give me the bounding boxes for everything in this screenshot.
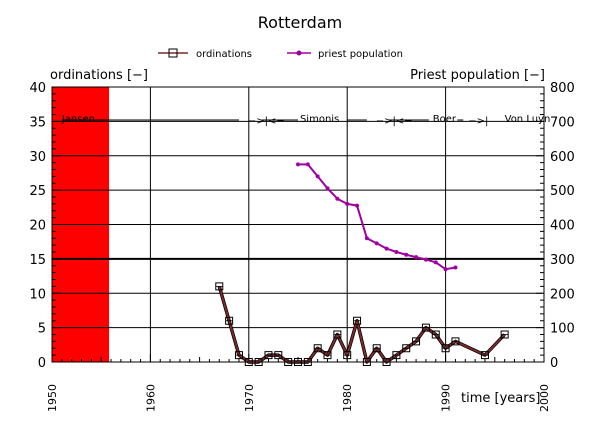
y-left-tick-label: 40 <box>29 81 46 96</box>
x-tick-label: 1970 <box>243 384 256 412</box>
priest-population-point <box>384 246 389 251</box>
y-right-tick-label: 700 <box>550 115 575 130</box>
chart-title: Rotterdam <box>258 13 342 32</box>
priest-population-point <box>414 255 419 260</box>
annotation-label: −>|<− <box>376 116 413 127</box>
legend-ordinations-marker <box>168 48 178 58</box>
y-right-tick-label: 800 <box>550 81 575 96</box>
x-tick-label: 1990 <box>440 384 453 412</box>
priest-population-point <box>423 257 428 262</box>
y-axis-left-label: ordinations [−] <box>50 68 148 83</box>
priest-population-point <box>335 196 340 201</box>
priest-population-point <box>404 252 409 257</box>
y-right-tick-label: 300 <box>550 253 575 268</box>
legend: ordinations priest population <box>158 48 403 60</box>
series-ordinations-line <box>218 286 506 363</box>
priest-population-point <box>364 236 369 241</box>
y-left-tick-label: 15 <box>29 253 46 268</box>
x-axis-label: time [years] <box>461 391 540 406</box>
y-left-tick-label: 35 <box>29 115 46 130</box>
y-left-tick-label: 20 <box>29 219 46 234</box>
x-tick-label: 2000 <box>538 384 551 412</box>
y-right-tick-label: 0 <box>550 356 558 371</box>
y-left-tick-label: 0 <box>38 356 46 371</box>
annotation-label: Von Luyn <box>505 114 551 125</box>
y-right-tick-label: 600 <box>550 150 575 165</box>
x-tick-label: 1960 <box>144 384 157 412</box>
priest-population-point <box>374 241 379 246</box>
y-axis-right-label: Priest population [−] <box>410 68 545 83</box>
y-left-tick-label: 25 <box>29 184 46 199</box>
priest-population-point <box>453 265 458 270</box>
priest-population-point <box>443 267 448 272</box>
priest-population-point <box>345 201 350 206</box>
series-priest-line <box>298 163 456 271</box>
y-left-tick-label: 30 <box>29 150 46 165</box>
x-tick-label: 1950 <box>46 384 59 412</box>
priest-population-point <box>315 174 320 179</box>
y-right-tick-label: 100 <box>550 322 575 337</box>
y-left-tick-label: 5 <box>38 322 46 337</box>
priest-population-point <box>296 162 300 167</box>
legend-priest-label: priest population <box>318 49 403 60</box>
annotation-label: −>|<− <box>248 116 285 127</box>
y-left-tick-label: 10 <box>29 287 46 302</box>
priest-population-point <box>305 162 310 167</box>
legend-ordinations-label: ordinations <box>196 49 252 60</box>
series-ordinations-outline <box>217 285 506 364</box>
annotation-label: Jansen <box>61 114 95 125</box>
priest-population-point <box>355 203 360 208</box>
annotation-label: Boer <box>433 114 457 125</box>
annotation-label: Simonis <box>300 114 339 125</box>
y-right-tick-label: 200 <box>550 287 575 302</box>
annotation-label: −>| <box>468 116 488 127</box>
priest-population-point <box>325 186 330 191</box>
priest-population-point <box>394 250 399 254</box>
priest-population-point <box>433 260 438 265</box>
y-right-tick-label: 500 <box>550 184 575 199</box>
y-right-tick-label: 400 <box>550 219 575 234</box>
legend-priest-marker <box>296 50 302 56</box>
x-tick-label: 1980 <box>341 384 354 412</box>
